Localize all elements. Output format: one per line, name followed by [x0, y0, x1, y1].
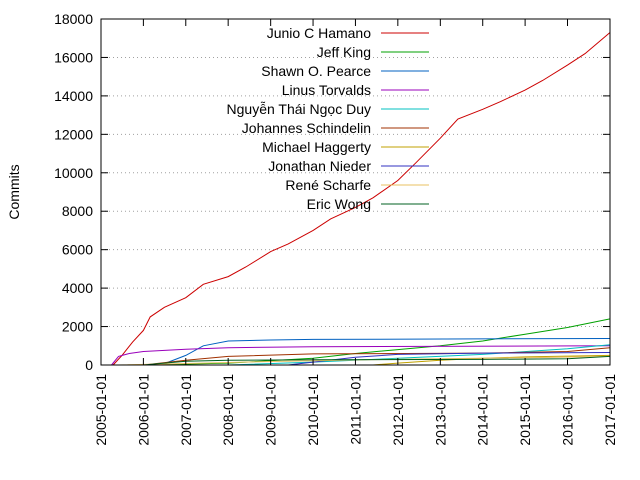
y-tick-label: 2000 — [62, 319, 93, 335]
x-tick-label: 2010-01-01 — [305, 374, 321, 446]
series-lines — [111, 32, 611, 366]
series-line — [160, 338, 611, 366]
legend: Junio C Hamano Jeff King Shawn O. Pearce Li… — [227, 25, 429, 212]
series-line — [111, 345, 611, 366]
legend-label: Jonathan Nieder — [268, 158, 371, 174]
x-tick-label: 2017-01-01 — [602, 374, 618, 446]
y-tick-label: 10000 — [54, 165, 93, 181]
gridlines — [101, 56, 610, 328]
legend-label: Jeff King — [317, 44, 371, 60]
legend-label: René Scharfe — [285, 177, 371, 193]
legend-label: Shawn O. Pearce — [261, 63, 371, 79]
x-tick-label: 2016-01-01 — [559, 374, 575, 446]
y-tick-label: 16000 — [54, 49, 93, 65]
series-line — [288, 352, 611, 366]
x-tick-label: 2009-01-01 — [263, 374, 279, 446]
y-tick-label: 6000 — [62, 242, 93, 258]
x-tick-label: 2011-01-01 — [347, 374, 363, 445]
legend-label: Linus Torvalds — [282, 82, 371, 98]
y-tick-label: 18000 — [54, 11, 93, 27]
series-line — [112, 32, 611, 366]
x-axis-ticks: 2005-01-01 2006-01-01 2007-01-01 2008-01-01… — [93, 19, 618, 446]
y-axis-ticks: 0 2000 4000 6000 8000 10000 12000 14000 16000 180… — [54, 11, 610, 373]
y-tick-label: 14000 — [54, 88, 93, 104]
series-line — [118, 355, 611, 366]
y-tick-label: 0 — [85, 357, 93, 373]
x-tick-label: 2013-01-01 — [432, 374, 448, 446]
y-tick-label: 4000 — [62, 280, 93, 296]
legend-label: Junio C Hamano — [267, 25, 371, 41]
legend-label: Nguyễn Thái Ngọc Duy — [227, 101, 371, 117]
legend-label: Johannes Schindelin — [242, 120, 371, 136]
x-tick-label: 2014-01-01 — [475, 374, 491, 446]
legend-label: Michael Haggerty — [262, 139, 371, 155]
x-tick-label: 2012-01-01 — [390, 374, 406, 446]
x-tick-label: 2006-01-01 — [135, 374, 151, 446]
series-line — [228, 344, 611, 366]
x-tick-label: 2015-01-01 — [517, 374, 533, 446]
y-tick-label: 12000 — [54, 126, 93, 142]
y-tick-label: 8000 — [62, 203, 93, 219]
x-tick-label: 2007-01-01 — [178, 374, 194, 446]
x-tick-label: 2005-01-01 — [93, 374, 109, 446]
y-axis-label: Commits — [6, 164, 22, 219]
x-tick-label: 2008-01-01 — [220, 374, 236, 446]
legend-label: Eric Wong — [307, 196, 371, 212]
